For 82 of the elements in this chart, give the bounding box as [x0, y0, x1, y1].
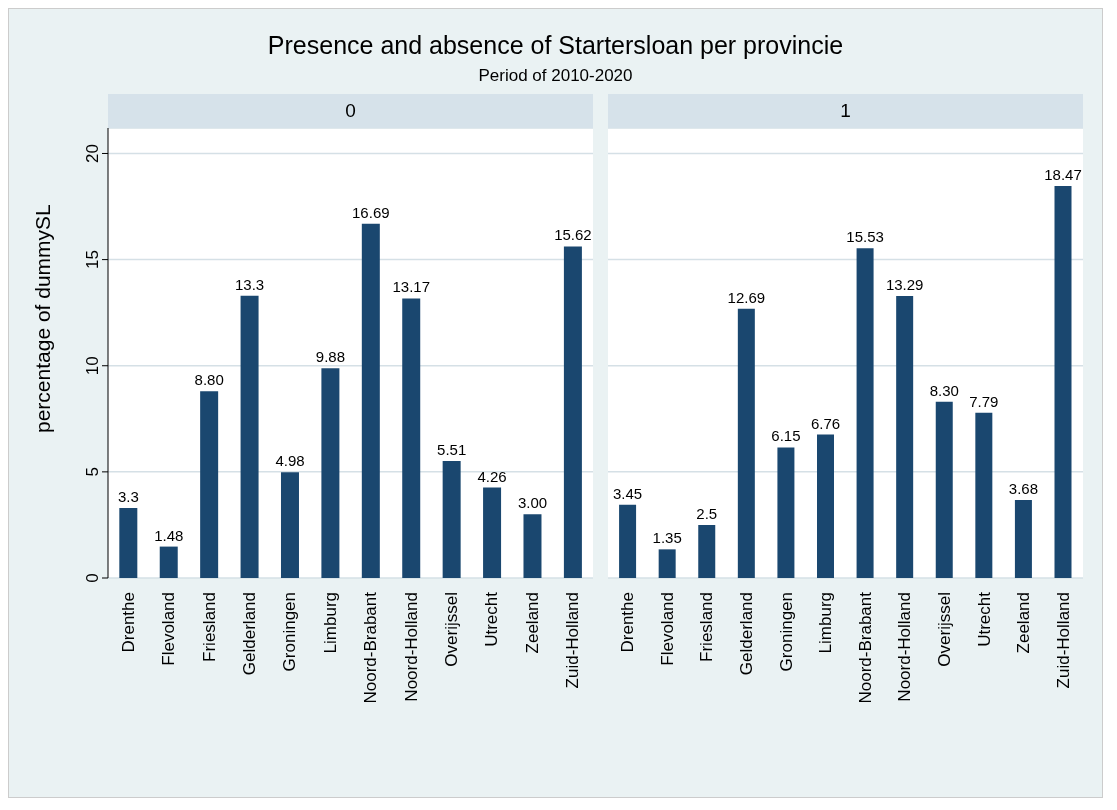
bar	[1014, 499, 1032, 578]
bar	[321, 368, 340, 578]
x-tick-label: Noord-Holland	[401, 592, 421, 702]
y-tick-label: 0	[83, 573, 103, 583]
data-label: 3.00	[517, 494, 548, 512]
x-tick-label: Drenthe	[118, 592, 138, 653]
y-tick-label: 20	[83, 144, 103, 163]
bar	[159, 546, 178, 578]
data-label: 13.29	[885, 275, 924, 293]
bar	[200, 391, 219, 578]
x-tick-label: Groningen	[280, 592, 300, 672]
data-label: 18.47	[1044, 165, 1082, 183]
bar	[896, 295, 914, 578]
chart-title: 0	[108, 94, 593, 128]
y-tick-label: 10	[83, 356, 103, 376]
data-label: 8.30	[929, 381, 959, 399]
bar	[402, 298, 421, 578]
y-tick-label: 5	[83, 467, 103, 477]
bar	[523, 514, 542, 578]
x-tick-label: Flevoland	[159, 592, 179, 666]
x-tick-label: Noord-Holland	[895, 592, 915, 702]
x-tick-label: Gelderland	[239, 592, 259, 676]
bar	[619, 504, 637, 578]
bar	[935, 401, 953, 578]
data-label: 8.80	[194, 371, 224, 389]
x-tick-label: Limburg	[816, 592, 836, 654]
x-tick-label: Friesland	[199, 592, 219, 662]
text: Presence and absence of Startersloan per provincie	[266, 31, 845, 60]
y-tick-label: 15	[83, 250, 103, 270]
x-tick-label: Noord-Brabant	[855, 591, 875, 704]
bar	[361, 223, 380, 578]
bar	[483, 487, 502, 578]
text: Period of 2010-2020	[477, 66, 634, 86]
bar	[975, 412, 993, 578]
bar	[280, 472, 299, 578]
data-label: 2.5	[696, 504, 718, 522]
x-tick-label: Zuid-Holland	[563, 592, 583, 689]
data-label: 12.69	[727, 288, 766, 306]
x-tick-label: Friesland	[697, 592, 717, 662]
chart-title: 1	[608, 94, 1083, 128]
data-label: 15.62	[554, 226, 592, 244]
bar	[442, 461, 461, 578]
bar	[563, 246, 582, 578]
x-tick-label: Zeeland	[1014, 592, 1034, 654]
bar	[658, 549, 676, 578]
x-tick-label: Zeeland	[522, 592, 542, 654]
data-label: 4.98	[275, 452, 305, 470]
x-tick-label: Overijssel	[442, 592, 462, 667]
data-label: 9.88	[315, 348, 345, 366]
x-tick-label: Overijssel	[934, 592, 954, 667]
x-tick-label: Zuid-Holland	[1053, 592, 1073, 689]
bar	[817, 434, 834, 578]
data-label: 13.17	[392, 278, 431, 296]
data-label: 3.3	[117, 487, 139, 505]
x-tick-label: Utrecht	[482, 591, 502, 647]
data-label: 3.68	[1008, 479, 1039, 497]
bar	[737, 308, 755, 578]
bar	[777, 447, 795, 578]
data-label: 4.26	[477, 467, 507, 485]
bar	[240, 295, 259, 578]
data-label: 1.35	[652, 529, 682, 547]
data-label: 3.45	[612, 484, 643, 502]
data-label: 16.69	[352, 203, 390, 221]
x-tick-label: Groningen	[776, 592, 796, 672]
y-axis-title: percentage of dummySL	[31, 204, 55, 433]
bar	[856, 248, 874, 578]
x-tick-label: Flevoland	[657, 592, 677, 666]
data-label: 6.76	[810, 414, 841, 432]
x-tick-label: Gelderland	[737, 592, 757, 676]
data-label: 6.15	[771, 427, 801, 445]
data-label: 15.53	[846, 228, 884, 246]
bar	[119, 507, 138, 578]
data-label: 7.79	[969, 392, 999, 410]
bar	[1054, 185, 1072, 578]
data-label: 1.48	[154, 526, 184, 544]
x-tick-label: Noord-Brabant	[361, 591, 381, 704]
data-label: 13.3	[234, 275, 265, 293]
x-tick-label: Limburg	[320, 592, 340, 654]
x-tick-label: Utrecht	[974, 591, 994, 647]
x-tick-label: Drenthe	[618, 592, 638, 653]
bar	[698, 524, 716, 578]
data-label: 5.51	[437, 441, 467, 459]
